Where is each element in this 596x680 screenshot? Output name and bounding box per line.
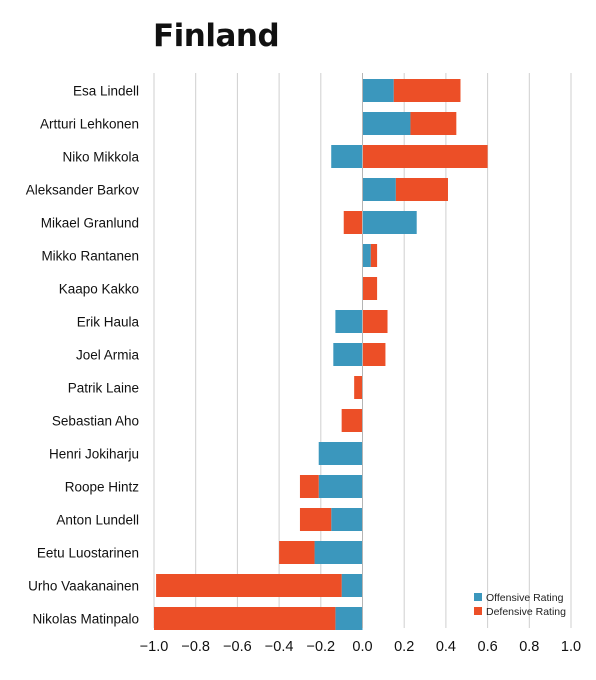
player-label: Patrik Laine [68,381,139,396]
offensive-bar [362,79,394,102]
defensive-bar [362,343,386,366]
defensive-bar [299,508,332,531]
defensive-bar [341,409,363,432]
x-tick-label: 1.0 [561,639,581,655]
offensive-bar [314,541,363,564]
defensive-bar [410,112,457,135]
x-tick-label: −0.6 [223,639,252,655]
player-label: Kaapo Kakko [59,282,139,297]
defensive-bar [393,79,461,102]
player-label: Joel Armia [76,348,140,363]
player-label: Urho Vaakanainen [28,579,139,594]
defensive-bar [354,376,363,399]
offensive-bar [341,574,363,597]
x-tick-label: −0.2 [306,639,335,655]
defensive-bar [156,574,342,597]
defensive-bar [343,211,363,234]
offensive-bar [362,178,396,201]
player-label: Mikael Granlund [41,216,139,231]
offensive-bar [335,607,363,630]
x-tick-label: 0.0 [352,639,372,655]
defensive-bar [362,277,378,300]
legend: Offensive Rating Defensive Rating [474,592,566,618]
player-labels: Esa Lindell Artturi Lehkonen Niko Mikkola A… [26,84,140,627]
offensive-bar [362,112,411,135]
x-tick-label: 0.4 [436,639,456,655]
offensive-bar [318,475,363,498]
defensive-bar [154,607,336,630]
x-tick-label: 0.8 [519,639,539,655]
legend-label: Defensive Rating [486,606,566,618]
x-tick-label: 0.2 [394,639,414,655]
offensive-bar [331,145,363,168]
bars [154,73,488,630]
player-label: Mikko Rantanen [41,249,139,264]
offensive-bar [335,310,363,333]
player-label: Sebastian Aho [52,414,139,429]
offensive-bar [333,343,363,366]
legend-swatch-defensive [474,607,482,615]
player-label: Erik Haula [77,315,140,330]
x-tick-label: −1.0 [140,639,169,655]
player-label: Nikolas Matinpalo [32,612,139,627]
player-label: Niko Mikkola [62,150,139,165]
offensive-bar [362,211,417,234]
player-label: Eetu Luostarinen [37,546,139,561]
defensive-bar [279,541,315,564]
player-label: Roope Hintz [65,480,140,495]
defensive-bar [395,178,448,201]
chart-title: Finland [153,18,280,54]
defensive-bar [370,244,378,267]
player-label: Aleksander Barkov [26,183,140,198]
player-label: Esa Lindell [73,84,139,99]
player-label: Artturi Lehkonen [40,117,139,132]
defensive-bar [299,475,319,498]
x-tick-label: −0.4 [265,639,294,655]
defensive-bar [362,310,388,333]
x-tick-label: 0.6 [478,639,498,655]
offensive-bar [362,244,371,267]
x-tick-label: −0.8 [181,639,210,655]
legend-swatch-offensive [474,593,482,601]
x-axis-ticks: −1.0 −0.8 −0.6 −0.4 −0.2 0.0 0.2 0.4 0.6 0.8 1.0 [140,639,581,655]
player-label: Henri Jokiharju [49,447,139,462]
offensive-bar [318,442,363,465]
offensive-bar [331,508,363,531]
player-label: Anton Lundell [56,513,139,528]
defensive-bar [362,145,488,168]
legend-label: Offensive Rating [486,592,564,604]
